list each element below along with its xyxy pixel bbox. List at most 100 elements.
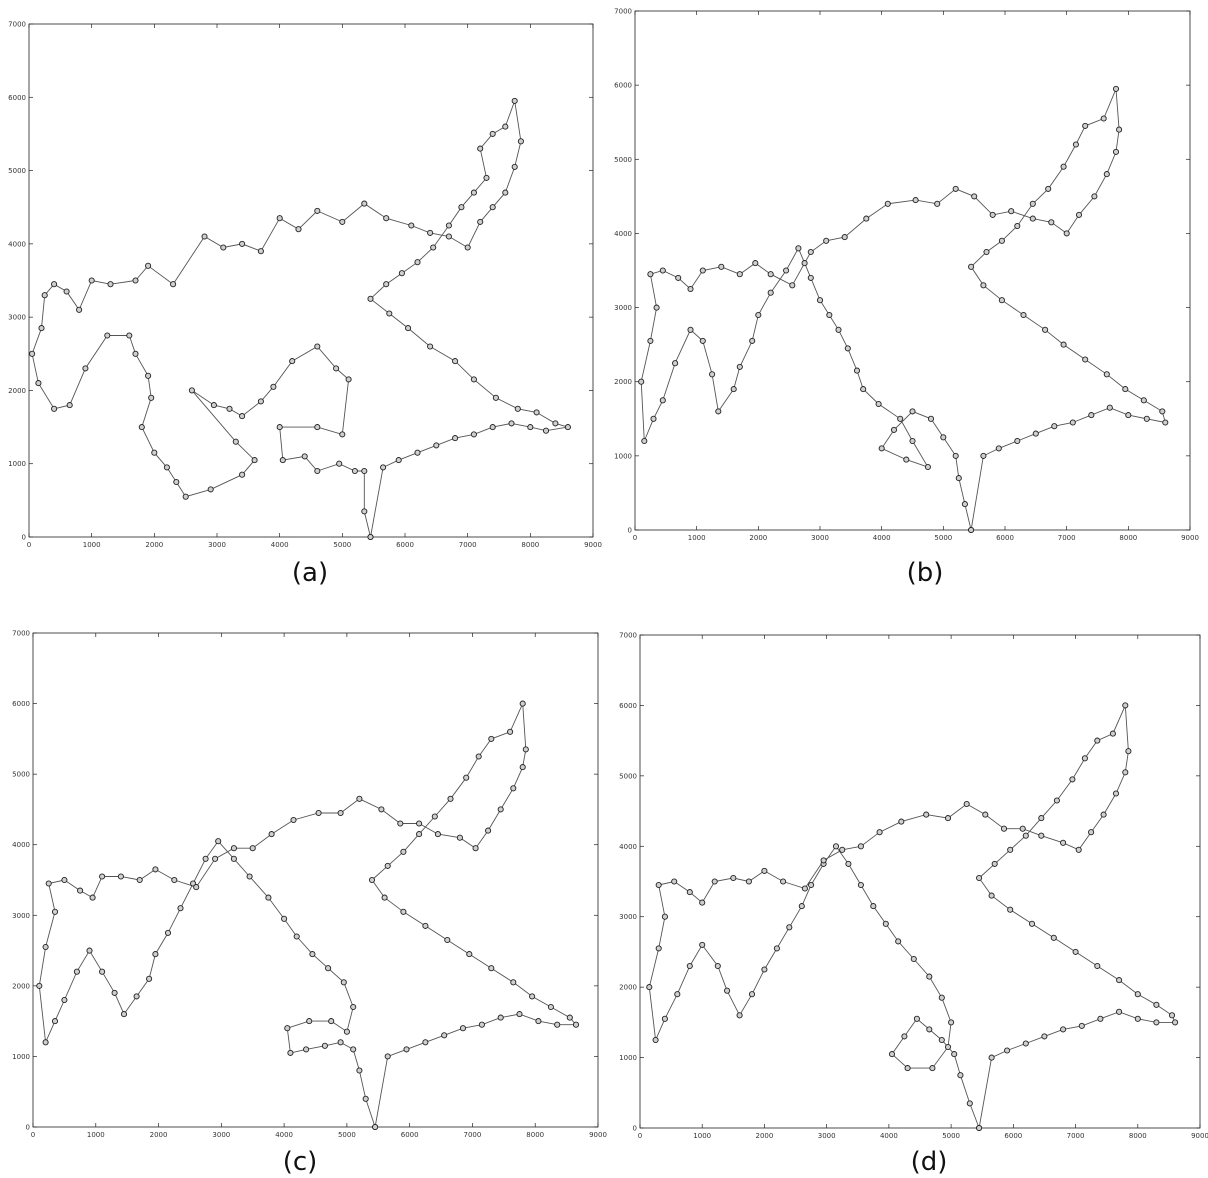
city-point-a <box>427 229 434 236</box>
city-point-a <box>508 420 515 427</box>
y-tick-label-d: 2000 <box>619 984 637 992</box>
city-point-c <box>572 1021 580 1028</box>
city-point-c <box>441 1032 448 1039</box>
city-point-a <box>257 248 264 255</box>
city-point-a <box>339 218 346 225</box>
city-point-a <box>408 222 415 229</box>
city-point-b <box>1082 356 1089 363</box>
city-point-d <box>1053 797 1060 804</box>
y-tick-label-b: 1000 <box>614 452 632 460</box>
city-point-b <box>641 437 648 445</box>
city-point-c <box>516 1011 523 1018</box>
city-point-a <box>502 123 509 130</box>
city-point-b <box>1103 171 1110 178</box>
city-point-d <box>686 889 693 896</box>
city-point-d <box>1069 776 1076 783</box>
city-point-a <box>289 358 296 365</box>
city-point-d <box>724 987 731 994</box>
city-point-c <box>51 1018 59 1025</box>
city-point-b <box>1008 208 1015 215</box>
x-tick-label-b: 0 <box>633 534 637 542</box>
caption-d: (d) <box>910 1147 948 1177</box>
city-point-c <box>384 1053 391 1060</box>
city-point-a <box>104 332 111 339</box>
city-point-a <box>232 438 239 445</box>
city-point-b <box>863 215 870 222</box>
city-point-d <box>991 860 998 867</box>
city-point-d <box>1075 846 1082 853</box>
city-point-c <box>136 876 143 884</box>
city-point-c <box>381 894 388 901</box>
city-point-d <box>913 1015 920 1022</box>
city-point-b <box>1063 230 1070 237</box>
city-point-b <box>653 304 660 311</box>
city-point-d <box>1116 1008 1123 1015</box>
city-point-d <box>1122 769 1129 776</box>
city-point-d <box>882 920 889 927</box>
city-point-c <box>265 894 272 901</box>
city-point-a <box>257 398 264 405</box>
city-point-b <box>1032 430 1039 437</box>
city-point-a <box>383 215 390 222</box>
city-point-c <box>422 922 429 929</box>
chart-panel-c: 0 1000 2000 3000 4000 5000 6000 7000 8000 9000 0 10… <box>0 589 607 1178</box>
city-point-c <box>230 845 237 852</box>
y-tick-label-a: 5000 <box>8 167 26 175</box>
city-point-d <box>736 1012 743 1019</box>
city-point-b <box>952 452 959 459</box>
city-point-c <box>535 1018 542 1025</box>
city-point-b <box>961 501 968 508</box>
city-point-b <box>718 263 725 270</box>
x-tick-label-a: 4000 <box>271 541 289 549</box>
city-point-c <box>497 806 504 813</box>
city-point-a <box>188 387 195 394</box>
x-tick-label-c: 7000 <box>464 1131 482 1139</box>
city-point-d <box>1122 702 1129 709</box>
city-point-b <box>897 415 904 422</box>
city-point-c <box>372 1123 379 1131</box>
city-point-b <box>875 400 882 408</box>
city-point-a <box>489 130 496 137</box>
city-point-a <box>314 343 321 350</box>
x-tick-label-b: 6000 <box>996 534 1014 542</box>
city-point-c <box>86 947 93 954</box>
city-point-c <box>488 735 495 742</box>
city-point-b <box>1075 211 1083 218</box>
city-point-a <box>239 240 246 247</box>
city-point-d <box>1094 737 1101 744</box>
city-point-b <box>1125 412 1132 419</box>
tsp-tour-chart-c: 0 1000 2000 3000 4000 5000 6000 7000 8000 9000 0 10… <box>12 630 607 1140</box>
city-point-a <box>470 189 477 196</box>
city-point-d <box>1060 1026 1067 1033</box>
y-tick-label-c: 0 <box>26 1124 30 1132</box>
city-point-d <box>655 881 662 889</box>
city-point-d <box>1081 755 1088 762</box>
city-point-d <box>1078 1022 1085 1029</box>
city-point-a <box>107 281 114 288</box>
city-point-a <box>458 204 465 211</box>
city-point-d <box>1038 832 1045 839</box>
city-point-b <box>767 271 774 278</box>
city-point-b <box>755 311 762 319</box>
city-point-d <box>1097 1015 1104 1022</box>
y-tick-label-c: 3000 <box>12 912 30 920</box>
x-tick-label-b: 1000 <box>688 534 706 542</box>
city-point-d <box>898 818 905 825</box>
city-point-d <box>1153 1019 1160 1026</box>
city-point-b <box>715 408 722 415</box>
y-tick-label-d: 7000 <box>619 632 637 640</box>
city-point-b <box>1091 193 1098 200</box>
x-tick-label-c: 6000 <box>401 1131 419 1139</box>
city-point-d <box>745 878 752 885</box>
city-point-b <box>736 271 743 278</box>
city-point-c <box>488 965 495 972</box>
city-point-c <box>350 1046 357 1053</box>
city-point-d <box>674 991 681 998</box>
city-point-b <box>659 397 666 404</box>
city-point-c <box>146 975 153 982</box>
city-point-d <box>801 885 808 892</box>
city-point-d <box>888 1051 896 1058</box>
city-point-c <box>45 880 52 887</box>
city-point-c <box>403 1046 410 1053</box>
city-point-c <box>362 1095 369 1102</box>
